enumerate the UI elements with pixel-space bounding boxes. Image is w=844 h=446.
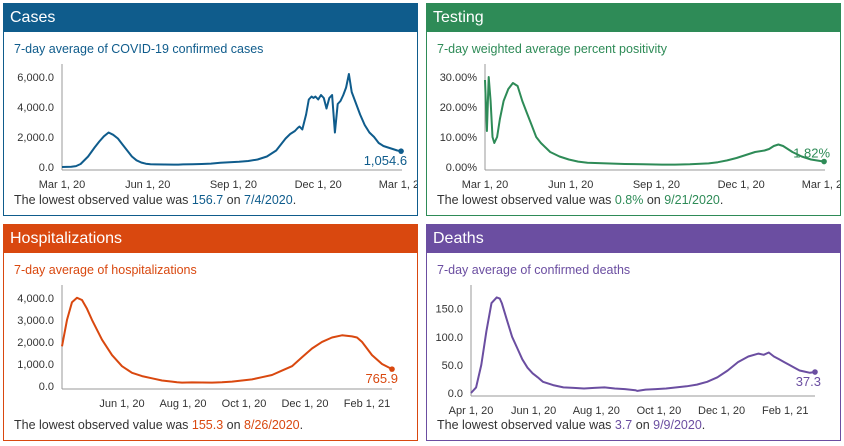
deaths-footer: The lowest observed value was 3.7 on 9/9… xyxy=(437,418,705,432)
hospitalizations-footer-mid: on xyxy=(223,418,245,432)
x-tick-label: Jun 1, 20 xyxy=(511,405,556,417)
x-tick-label: Sep 1, 20 xyxy=(633,179,680,191)
last-value-label: 37.3 xyxy=(796,374,821,389)
x-tick-label: Dec 1, 20 xyxy=(698,405,745,417)
x-tick-label: Apr 1, 20 xyxy=(449,405,494,417)
x-tick-label: Dec 1, 20 xyxy=(281,398,328,410)
x-tick-label: Aug 1, 20 xyxy=(573,405,620,417)
testing-panel-title: Testing xyxy=(427,4,840,32)
cases-panel: Cases 7-day average of COVID-19 confirme… xyxy=(3,3,418,216)
x-tick-label: Mar 1, 21 xyxy=(802,179,840,191)
testing-footer-prefix: The lowest observed value was xyxy=(437,193,615,207)
hospitalizations-subtitle: 7-day average of hospitalizations xyxy=(14,263,197,277)
y-tick-label: 2,000.0 xyxy=(17,132,54,144)
cases-panel-title: Cases xyxy=(4,4,417,32)
cases-footer: The lowest observed value was 156.7 on 7… xyxy=(14,193,296,207)
testing-footer-mid: on xyxy=(643,193,665,207)
cases-footer-mid: on xyxy=(223,193,245,207)
hospitalizations-chart: 0.0 1,000.0 2,000.0 3,000.0 4,000.0 Jun 1, 20… xyxy=(17,285,398,410)
y-tick-label: 4,000.0 xyxy=(17,102,54,114)
cases-footer-suffix: . xyxy=(292,193,297,207)
deaths-footer-suffix: . xyxy=(701,418,706,432)
testing-footer: The lowest observed value was 0.8% on 9/… xyxy=(437,193,723,207)
cases-footer-prefix: The lowest observed value was xyxy=(14,193,192,207)
y-tick-label: 30.00% xyxy=(440,72,478,84)
x-tick-label: Feb 1, 21 xyxy=(344,398,390,410)
x-tick-label: Sep 1, 20 xyxy=(210,179,257,191)
y-tick-label: 0.0 xyxy=(448,388,463,400)
cases-footer-date: 7/4/2020 xyxy=(244,193,293,207)
series-line xyxy=(484,76,825,166)
series-line xyxy=(61,296,393,384)
last-value-label: 765.9 xyxy=(365,371,398,386)
hospitalizations-panel: Hospitalizations 7-day average of hospit… xyxy=(3,224,418,441)
last-point-marker xyxy=(389,366,395,372)
y-tick-label: 20.00% xyxy=(440,102,478,114)
y-tick-label: 50.0 xyxy=(442,360,463,372)
hospitalizations-footer-prefix: The lowest observed value was xyxy=(14,418,192,432)
y-tick-label: 3,000.0 xyxy=(17,315,54,327)
hospitalizations-panel-title: Hospitalizations xyxy=(4,225,417,253)
last-point-marker xyxy=(821,158,827,165)
x-tick-label: Dec 1, 20 xyxy=(718,179,765,191)
deaths-panel: Deaths 7-day average of confirmed deaths… xyxy=(426,224,841,441)
x-tick-label: Jun 1, 20 xyxy=(548,179,593,191)
last-point-marker xyxy=(812,369,818,375)
last-point-marker xyxy=(398,148,404,154)
deaths-footer-prefix: The lowest observed value was xyxy=(437,418,615,432)
series-line xyxy=(61,73,402,168)
y-tick-label: 0.00% xyxy=(446,162,477,174)
y-tick-label: 10.00% xyxy=(440,132,478,144)
y-tick-label: 6,000.0 xyxy=(17,72,54,84)
y-tick-label: 0.0 xyxy=(39,162,54,174)
testing-footer-date: 9/21/2020 xyxy=(664,193,720,207)
y-tick-label: 100.0 xyxy=(435,332,463,344)
deaths-footer-mid: on xyxy=(632,418,654,432)
x-tick-label: Jun 1, 20 xyxy=(99,398,144,410)
y-tick-label: 150.0 xyxy=(435,304,463,316)
last-value-label: 1,054.6 xyxy=(364,153,407,168)
deaths-footer-date: 9/9/2020 xyxy=(653,418,702,432)
x-tick-label: Mar 1, 21 xyxy=(379,179,417,191)
deaths-subtitle: 7-day average of confirmed deaths xyxy=(437,263,631,277)
x-tick-label: Oct 1, 20 xyxy=(637,405,682,417)
deaths-panel-title: Deaths xyxy=(427,225,840,253)
series-line xyxy=(470,296,816,394)
x-tick-label: Jun 1, 20 xyxy=(125,179,170,191)
cases-chart: 0.0 2,000.0 4,000.0 6,000.0 Mar 1, 20 Jun 1, … xyxy=(17,64,417,191)
x-tick-label: Mar 1, 20 xyxy=(39,179,85,191)
y-tick-label: 2,000.0 xyxy=(17,337,54,349)
testing-chart: 0.00% 10.00% 20.00% 30.00% Mar 1, 20 Jun 1, 2… xyxy=(440,64,840,191)
cases-footer-value: 156.7 xyxy=(191,193,224,207)
x-tick-label: Aug 1, 20 xyxy=(159,398,206,410)
deaths-chart: 0.0 50.0 100.0 150.0 Apr 1, 20 Jun 1, 20 Aug 1… xyxy=(435,285,821,417)
y-tick-label: 0.0 xyxy=(39,381,54,393)
testing-panel: Testing 7-day weighted average percent p… xyxy=(426,3,841,216)
testing-footer-suffix: . xyxy=(719,193,724,207)
x-tick-label: Feb 1, 21 xyxy=(762,405,808,417)
deaths-footer-value: 3.7 xyxy=(614,418,633,432)
testing-footer-value: 0.8% xyxy=(614,193,644,207)
testing-subtitle: 7-day weighted average percent positivit… xyxy=(437,42,667,56)
hospitalizations-footer: The lowest observed value was 155.3 on 8… xyxy=(14,418,303,432)
x-tick-label: Oct 1, 20 xyxy=(222,398,267,410)
y-tick-label: 1,000.0 xyxy=(17,359,54,371)
hospitalizations-footer-suffix: . xyxy=(299,418,304,432)
cases-subtitle: 7-day average of COVID-19 confirmed case… xyxy=(14,42,264,56)
hospitalizations-footer-value: 155.3 xyxy=(191,418,224,432)
hospitalizations-footer-date: 8/26/2020 xyxy=(244,418,300,432)
x-tick-label: Mar 1, 20 xyxy=(462,179,508,191)
y-tick-label: 4,000.0 xyxy=(17,293,54,305)
last-value-label: 1.82% xyxy=(793,146,830,161)
x-tick-label: Dec 1, 20 xyxy=(295,179,342,191)
